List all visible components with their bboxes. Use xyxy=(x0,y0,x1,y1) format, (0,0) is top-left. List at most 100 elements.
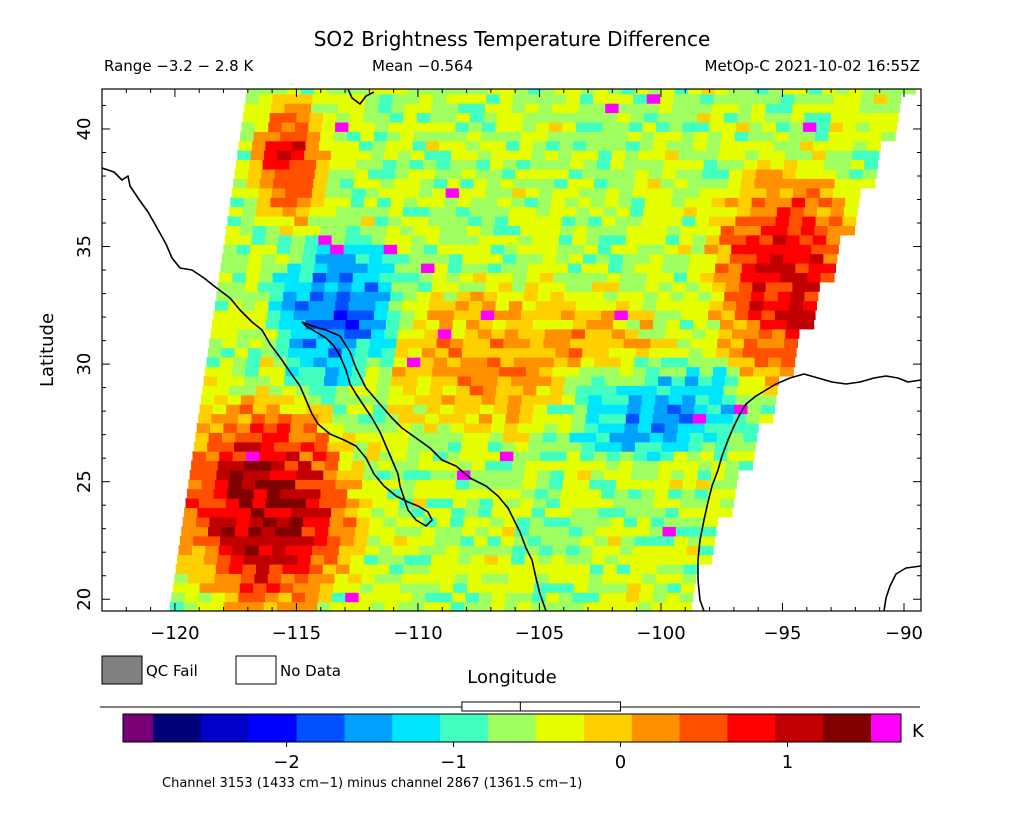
swath-pixel xyxy=(554,441,569,452)
swath-pixel xyxy=(606,451,621,462)
swath-pixel xyxy=(446,93,461,104)
swath-pixel xyxy=(271,187,286,198)
swath-pixel xyxy=(409,253,423,264)
swath-pixel xyxy=(763,385,778,396)
swath-pixel xyxy=(330,422,345,433)
swath-pixel xyxy=(570,516,585,527)
swath-pixel xyxy=(679,592,694,603)
swath-pixel xyxy=(264,328,279,339)
swath-pixel xyxy=(672,460,687,471)
swath-pixel xyxy=(267,488,282,499)
swath-pixel xyxy=(274,441,289,452)
swath-pixel xyxy=(314,263,329,273)
swath-pixel xyxy=(373,131,388,142)
swath-pixel xyxy=(722,394,737,405)
swath-pixel xyxy=(252,498,267,509)
swath-pixel xyxy=(611,328,626,339)
swath-pixel xyxy=(514,441,529,452)
swath-pixel xyxy=(724,197,739,208)
swath-pixel xyxy=(410,422,425,433)
swath-pixel xyxy=(530,516,545,527)
swath-pixel xyxy=(421,347,436,358)
swath-pixel xyxy=(720,498,735,509)
swath-pixel xyxy=(452,413,466,424)
swath-pixel xyxy=(604,197,619,208)
swath-pixel xyxy=(603,112,618,123)
swath-pixel xyxy=(496,112,511,123)
swath-pixel xyxy=(635,441,649,452)
swath-pixel xyxy=(282,564,297,574)
swath-pixel xyxy=(550,469,565,480)
swath-pixel xyxy=(722,479,737,490)
swath-pixel xyxy=(456,385,471,396)
swath-pixel xyxy=(189,469,204,480)
swath-pixel xyxy=(686,272,701,283)
swath-pixel xyxy=(525,103,539,114)
swath-pixel xyxy=(511,103,526,114)
swath-pixel xyxy=(444,103,459,114)
swath-pixel xyxy=(238,592,253,603)
swath-pixel xyxy=(366,357,381,368)
swath-pixel xyxy=(301,526,316,537)
swath-pixel xyxy=(637,516,652,527)
swath-pixel xyxy=(731,150,746,161)
swath-pixel xyxy=(578,281,593,292)
swath-pixel xyxy=(209,338,224,349)
swath-pixel xyxy=(748,131,762,142)
swath-pixel xyxy=(755,168,770,179)
swath-pixel xyxy=(371,328,386,339)
swath-pixel xyxy=(372,140,387,151)
swath-pixel xyxy=(389,385,404,396)
swath-pixel xyxy=(687,178,702,189)
swath-pixel xyxy=(370,601,385,611)
swath-pixel xyxy=(520,131,535,142)
swath-pixel xyxy=(319,225,334,236)
swath-pixel xyxy=(272,545,286,556)
swath-pixel xyxy=(646,93,661,104)
swath-pixel xyxy=(767,357,782,368)
swath-pixel xyxy=(357,601,372,611)
swath-pixel xyxy=(487,357,502,368)
swath-pixel xyxy=(516,159,531,170)
swath-pixel xyxy=(419,272,434,283)
swath-pixel xyxy=(316,159,331,170)
swath-pixel xyxy=(474,441,489,452)
swath-pixel xyxy=(255,479,270,490)
swath-pixel xyxy=(428,216,442,226)
swath-pixel xyxy=(660,93,675,104)
swath-pixel xyxy=(396,159,411,170)
swath-pixel xyxy=(545,234,560,245)
swath-pixel xyxy=(455,121,470,132)
swath-pixel xyxy=(595,168,610,179)
swath-pixel xyxy=(639,413,654,424)
swath-pixel xyxy=(263,244,278,255)
swath-pixel xyxy=(343,516,358,527)
swath-pixel xyxy=(212,498,227,509)
swath-pixel xyxy=(621,89,636,95)
swath-pixel xyxy=(577,291,592,302)
swath-pixel xyxy=(296,291,311,302)
swath-pixel xyxy=(747,225,762,236)
swath-pixel xyxy=(466,498,481,509)
swath-pixel xyxy=(404,197,419,208)
swath-pixel xyxy=(477,150,492,161)
swath-pixel xyxy=(226,310,241,320)
swath-pixel xyxy=(683,564,698,574)
swath-pixel xyxy=(699,187,714,198)
swath-pixel xyxy=(311,460,326,471)
swath-pixel xyxy=(641,131,656,142)
swath-pixel xyxy=(471,460,486,471)
swath-pixel xyxy=(613,140,627,151)
swath-pixel xyxy=(743,338,758,349)
swath-pixel xyxy=(658,460,673,471)
swath-pixel xyxy=(412,319,427,330)
swath-pixel xyxy=(357,507,372,518)
swath-pixel xyxy=(826,140,841,151)
swath-pixel xyxy=(357,422,372,433)
swath-pixel xyxy=(665,150,679,161)
swath-pixel xyxy=(708,394,723,405)
swath-pixel xyxy=(356,338,371,349)
swath-pixel xyxy=(546,319,561,330)
swath-pixel xyxy=(348,121,363,132)
